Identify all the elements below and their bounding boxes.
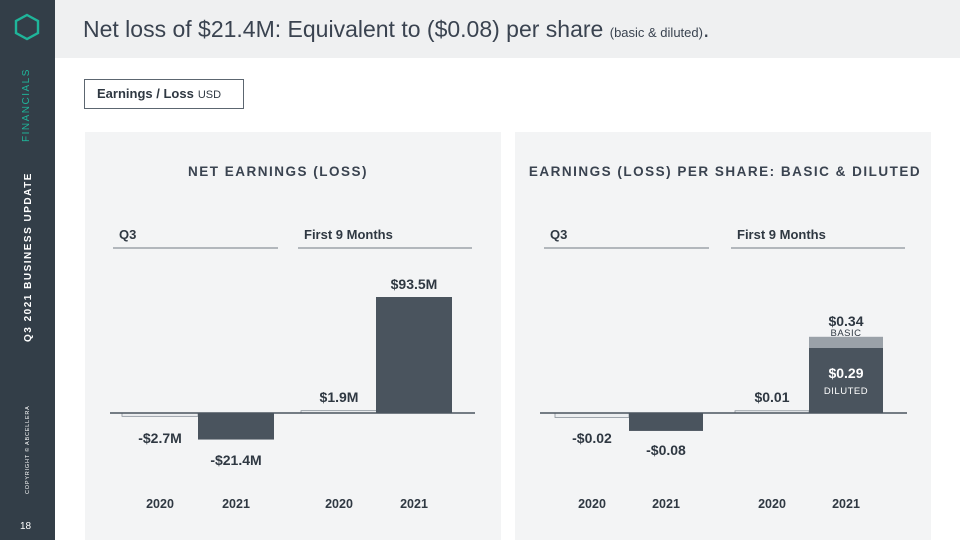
deck-subtitle: Q3 2021 BUSINESS UPDATE xyxy=(23,172,34,342)
category-label: 2020 xyxy=(325,497,353,511)
category-label: 2020 xyxy=(578,497,606,511)
data-label: -$2.7M xyxy=(138,430,182,446)
data-label: $0.01 xyxy=(754,389,789,405)
bar xyxy=(629,413,703,431)
basic-cap-bar xyxy=(809,336,883,348)
abcellera-logo-icon xyxy=(14,13,40,41)
category-label: 2021 xyxy=(652,497,680,511)
category-label: 2020 xyxy=(758,497,786,511)
category-label: 2021 xyxy=(222,497,250,511)
data-label: -$0.02 xyxy=(572,430,612,446)
net-earnings-chart: NET EARNINGS (LOSS) Q3 -$2.7M 2020 -$21.4M 20… xyxy=(110,164,475,511)
group-header: Q3 xyxy=(119,227,136,242)
net-earnings-panel: NET EARNINGS (LOSS) Q3 -$2.7M 2020 -$21.4M 20… xyxy=(85,132,501,540)
header: Net loss of $21.4M: Equivalent to ($0.08… xyxy=(55,0,960,58)
data-label: $93.5M xyxy=(391,276,438,292)
eps-chart: EARNINGS (LOSS) PER SHARE: BASIC & DILUT… xyxy=(529,164,921,511)
bar xyxy=(198,413,274,440)
category-label: 2021 xyxy=(400,497,428,511)
title-note: (basic & diluted) xyxy=(609,25,703,40)
basic-tag: BASIC xyxy=(830,328,861,339)
data-label: $0.29 xyxy=(828,365,863,381)
chart-title: NET EARNINGS (LOSS) xyxy=(188,164,368,179)
sidebar: FINANCIALS Q3 2021 BUSINESS UPDATE COPYR… xyxy=(0,0,55,540)
group-header: Q3 xyxy=(550,227,567,242)
basic-eps-label: $0.34 xyxy=(828,313,863,329)
diluted-tag: DILUTED xyxy=(824,386,868,397)
group-header: First 9 Months xyxy=(737,227,826,242)
page-title: Net loss of $21.4M: Equivalent to ($0.08… xyxy=(83,16,710,42)
page-number: 18 xyxy=(20,521,32,532)
copyright-notice: COPYRIGHT © ABCELLERA xyxy=(25,405,31,494)
category-label: 2020 xyxy=(146,497,174,511)
unit-label: USD xyxy=(197,89,222,101)
category-label: 2021 xyxy=(832,497,860,511)
eps-panel: EARNINGS (LOSS) PER SHARE: BASIC & DILUT… xyxy=(515,132,931,540)
metric-tag: Earnings / Loss USD xyxy=(84,79,244,109)
bar xyxy=(376,297,452,413)
chart-title: EARNINGS (LOSS) PER SHARE: BASIC & DILUT… xyxy=(529,164,921,179)
bar xyxy=(809,348,883,413)
section-label: FINANCIALS xyxy=(21,68,32,142)
data-label: -$0.08 xyxy=(646,442,686,458)
data-label: $1.9M xyxy=(320,389,359,405)
data-label: -$21.4M xyxy=(210,452,261,468)
group-header: First 9 Months xyxy=(304,227,393,242)
